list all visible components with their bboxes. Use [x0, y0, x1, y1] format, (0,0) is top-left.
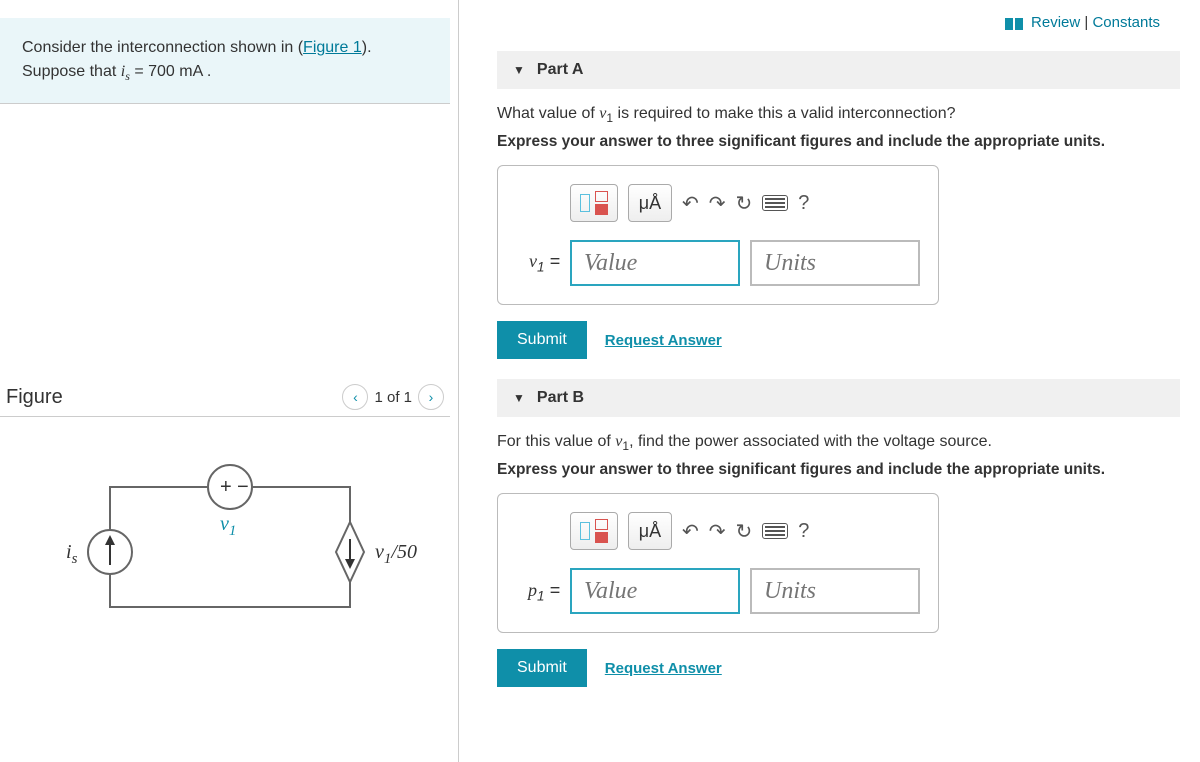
reset-icon[interactable]: ↻	[736, 191, 753, 216]
part-b-value-input[interactable]	[570, 568, 740, 614]
figure-title: Figure	[6, 386, 63, 409]
template-icon	[580, 519, 608, 543]
problem-line2-rest: = 700 mA .	[130, 63, 211, 80]
review-link[interactable]: Review	[1031, 14, 1080, 31]
svg-text:+: +	[220, 476, 232, 498]
undo-icon[interactable]: ↶	[682, 519, 699, 544]
book-icon	[1005, 17, 1023, 29]
undo-icon[interactable]: ↶	[682, 191, 699, 216]
part-a-submit-button[interactable]: Submit	[497, 321, 587, 359]
part-a-value-input[interactable]	[570, 240, 740, 286]
problem-line1-pre: Consider the interconnection shown in (	[22, 39, 303, 56]
problem-statement: Consider the interconnection shown in (F…	[0, 18, 450, 104]
template-button[interactable]	[570, 512, 618, 550]
keyboard-button[interactable]	[762, 195, 788, 211]
keyboard-icon	[762, 195, 788, 211]
circuit-v1-label: v1	[220, 513, 236, 540]
reset-icon[interactable]: ↻	[736, 519, 753, 544]
part-a-units-input[interactable]	[750, 240, 920, 286]
chevron-down-icon: ▼	[513, 391, 525, 405]
chevron-down-icon: ▼	[513, 63, 525, 77]
part-a-title: Part A	[537, 61, 584, 79]
part-b-submit-button[interactable]: Submit	[497, 649, 587, 687]
template-icon	[580, 191, 608, 215]
part-b-header[interactable]: ▼ Part B	[497, 379, 1180, 417]
part-b-request-answer-link[interactable]: Request Answer	[605, 660, 722, 677]
special-char-button[interactable]: μÅ	[628, 512, 672, 550]
figure-counter: 1 of 1	[374, 389, 412, 406]
help-button[interactable]: ?	[798, 520, 809, 543]
circuit-dep-label: v1/50	[375, 541, 417, 568]
problem-line2-pre: Suppose that	[22, 63, 121, 80]
part-a-question: What value of v1 is required to make thi…	[497, 105, 1180, 125]
problem-line1-post: ).	[362, 39, 372, 56]
template-button[interactable]	[570, 184, 618, 222]
circuit-diagram: + − is v1 v1/50	[40, 457, 410, 657]
help-button[interactable]: ?	[798, 192, 809, 215]
figure-next-button[interactable]: ›	[418, 384, 444, 410]
part-a-request-answer-link[interactable]: Request Answer	[605, 332, 722, 349]
part-b-instruction: Express your answer to three significant…	[497, 461, 1180, 479]
figure-link[interactable]: Figure 1	[303, 39, 362, 56]
svg-text:−: −	[237, 476, 249, 498]
part-b-answer-box: μÅ ↶ ↷ ↻ ? p1 =	[497, 493, 939, 633]
part-a-var-label: v1 =	[516, 251, 560, 275]
redo-icon[interactable]: ↷	[709, 191, 726, 216]
part-a-header[interactable]: ▼ Part A	[497, 51, 1180, 89]
figure-prev-button[interactable]: ‹	[342, 384, 368, 410]
special-char-button[interactable]: μÅ	[628, 184, 672, 222]
part-b-title: Part B	[537, 389, 584, 407]
part-b-var-label: p1 =	[516, 580, 560, 604]
part-a-instruction: Express your answer to three significant…	[497, 133, 1180, 151]
circuit-is-label: is	[66, 541, 77, 568]
constants-link[interactable]: Constants	[1092, 14, 1160, 31]
part-b-question: For this value of v1, find the power ass…	[497, 433, 1180, 453]
part-b-units-input[interactable]	[750, 568, 920, 614]
keyboard-button[interactable]	[762, 523, 788, 539]
keyboard-icon	[762, 523, 788, 539]
part-a-answer-box: μÅ ↶ ↷ ↻ ? v1 =	[497, 165, 939, 305]
redo-icon[interactable]: ↷	[709, 519, 726, 544]
